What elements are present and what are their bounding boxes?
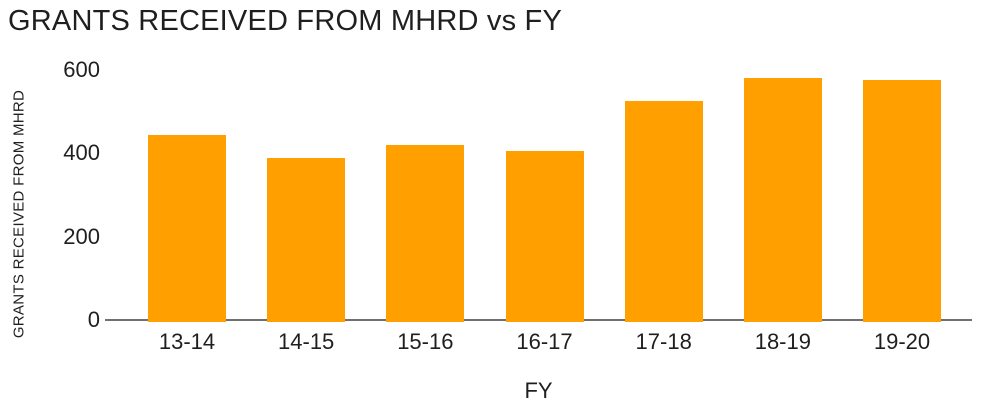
bar-14-15[interactable] [267, 157, 346, 322]
y-tick-label: 400 [63, 140, 100, 166]
x-tick-label: 14-15 [278, 329, 335, 354]
bar-13-14[interactable] [148, 134, 226, 322]
bar-18-19[interactable] [743, 78, 822, 322]
x-tick-label: 15-16 [397, 329, 454, 354]
bar-15-16[interactable] [386, 145, 465, 322]
y-tick-label: 200 [63, 223, 100, 249]
y-tick-label: 0 [87, 307, 100, 332]
y-axis-title: GRANTS RECEIVED FROM MHRD [10, 89, 28, 339]
x-axis-title: FY [524, 378, 553, 403]
bar-16-17[interactable] [505, 151, 584, 322]
x-tick-label: 16-17 [516, 329, 573, 354]
x-tick-label: 17-18 [635, 329, 692, 354]
x-tick-label: 18-19 [754, 329, 811, 354]
bar-19-20[interactable] [863, 80, 942, 322]
y-tick-label: 600 [63, 57, 100, 82]
x-tick-label: 13-14 [158, 329, 216, 354]
chart-title: GRANTS RECEIVED FROM MHRD vs FY [8, 5, 562, 37]
bar-17-18[interactable] [624, 101, 703, 322]
x-tick-label: 19-20 [873, 329, 931, 354]
